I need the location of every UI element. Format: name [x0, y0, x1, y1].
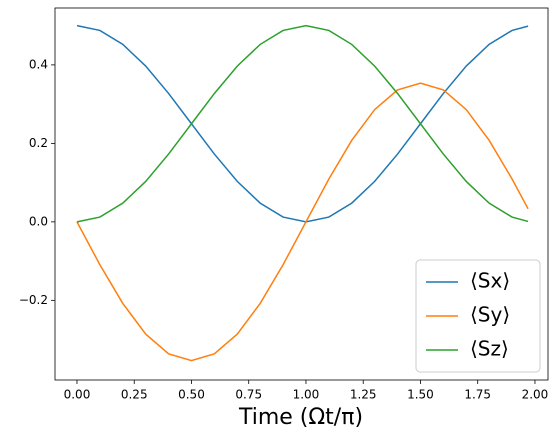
series-line — [76, 24, 529, 223]
x-tick-label: 1.75 — [464, 388, 491, 402]
x-tick-label: 2.00 — [522, 388, 549, 402]
x-tick-label: 1.00 — [293, 388, 320, 402]
y-tick-label: −0.2 — [19, 293, 48, 307]
x-tick-label: 1.25 — [350, 388, 377, 402]
y-tick-label: 0.2 — [29, 136, 48, 150]
y-tick-label: 0.0 — [29, 214, 48, 228]
series-line — [76, 24, 529, 223]
legend-label: ⟨Sz⟩ — [470, 337, 509, 361]
y-tick-label: 0.4 — [29, 57, 48, 71]
legend-box — [415, 259, 541, 373]
series-line — [76, 82, 529, 362]
x-tick-label: 0.00 — [64, 388, 91, 402]
legend-label: ⟨Sy⟩ — [470, 303, 510, 327]
x-tick-label: 0.50 — [178, 388, 205, 402]
legend-label: ⟨Sx⟩ — [470, 269, 510, 293]
x-tick-label: 1.50 — [407, 388, 434, 402]
plot-frame — [54, 7, 549, 381]
x-tick-label: 0.25 — [121, 388, 148, 402]
x-tick-label: 0.75 — [235, 388, 262, 402]
x-axis-title: Time (Ωt/π) — [238, 405, 363, 430]
